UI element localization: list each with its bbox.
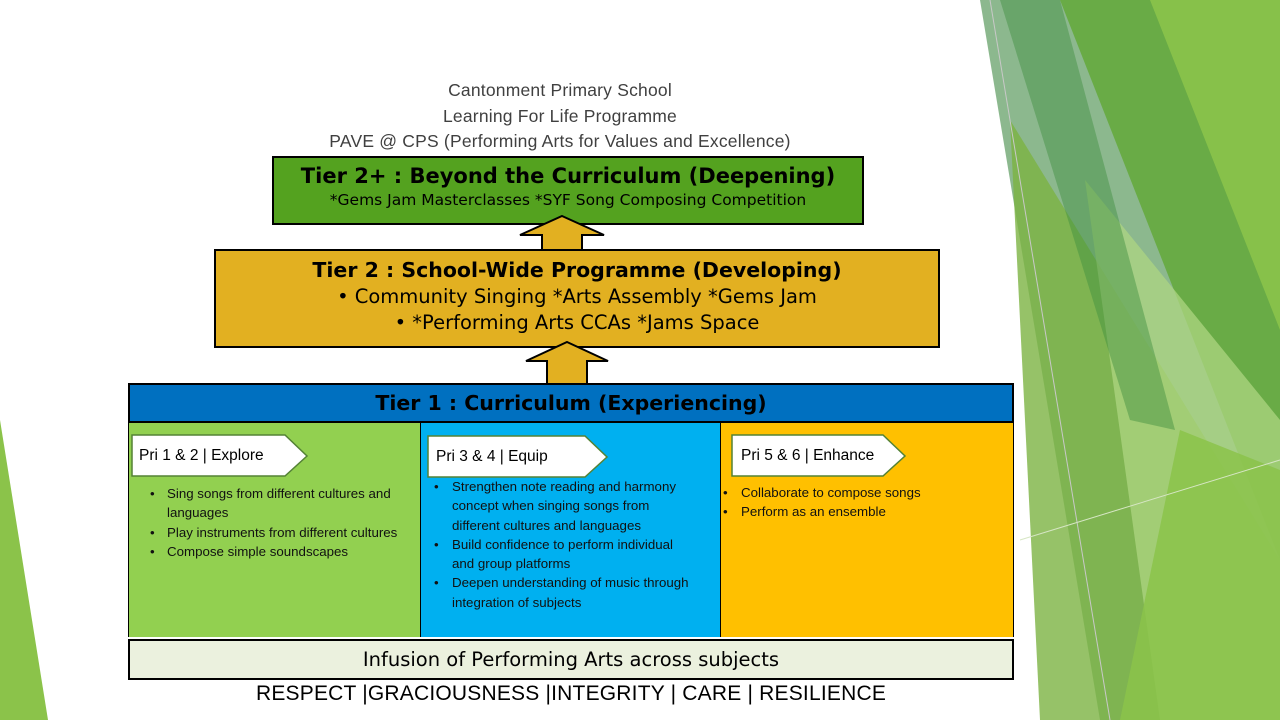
tier-2-line-2: • *Performing Arts CCAs *Jams Space: [394, 311, 760, 334]
panel-label: Pri 5 & 6 | Enhance: [741, 447, 875, 464]
list-item: Perform as an ensemble: [723, 502, 993, 522]
tier-2-plus-title: Tier 2+ : Beyond the Curriculum (Deepeni…: [300, 164, 836, 188]
chevron-label-shape: [731, 434, 907, 477]
list-item: Compose simple soundscapes: [147, 542, 409, 562]
panel-pri-5-6: Pri 5 & 6 | Enhance Collaborate to compo…: [720, 423, 1014, 637]
chevron-label-shape: [427, 435, 609, 478]
panel-pri-3-4: Pri 3 & 4 | Equip Strengthen note readin…: [420, 423, 721, 637]
list-item: Deepen understanding of music through in…: [434, 573, 692, 612]
left-green-facet: [0, 420, 48, 720]
tier-2-plus-subtitle: *Gems Jam Masterclasses *SYF Song Compos…: [329, 191, 807, 209]
panel-bullet-list: Strengthen note reading and harmony conc…: [434, 477, 692, 612]
list-item: Sing songs from different cultures and l…: [147, 484, 409, 523]
tier-2-box: Tier 2 : School-Wide Programme (Developi…: [214, 249, 940, 348]
tier-2-line-1: • Community Singing *Arts Assembly *Gems…: [337, 285, 817, 308]
school-name: Cantonment Primary School: [448, 80, 672, 100]
list-item: Build confidence to perform individual a…: [434, 535, 692, 574]
chevron-label-shape: [131, 434, 309, 477]
tier-2-title: Tier 2 : School-Wide Programme (Developi…: [312, 258, 842, 282]
list-item: Collaborate to compose songs: [723, 483, 993, 503]
panel-label: Pri 3 & 4 | Equip: [436, 448, 548, 465]
tier-2-plus-box: Tier 2+ : Beyond the Curriculum (Deepeni…: [272, 156, 864, 225]
infusion-banner: Infusion of Performing Arts across subje…: [128, 639, 1014, 680]
school-values: RESPECT |GRACIOUSNESS |INTEGRITY | CARE …: [255, 682, 887, 705]
tier-1-header: Tier 1 : Curriculum (Experiencing): [128, 383, 1014, 423]
panel-label: Pri 1 & 2 | Explore: [139, 447, 264, 464]
panel-pri-1-2: Pri 1 & 2 | Explore Sing songs from diff…: [128, 423, 421, 637]
programme-subtitle: PAVE @ CPS (Performing Arts for Values a…: [329, 131, 791, 151]
panel-bullet-list: Sing songs from different cultures and l…: [147, 484, 409, 561]
list-item: Strengthen note reading and harmony conc…: [434, 477, 692, 535]
panel-bullet-list: Collaborate to compose songs Perform as …: [723, 483, 993, 522]
list-item: Play instruments from different cultures: [147, 523, 409, 543]
programme-name: Learning For Life Programme: [443, 105, 677, 126]
header-title-block: Cantonment Primary School Learning For L…: [240, 78, 880, 155]
right-green-facets: [980, 0, 1280, 720]
up-arrow-icon: [525, 341, 609, 387]
